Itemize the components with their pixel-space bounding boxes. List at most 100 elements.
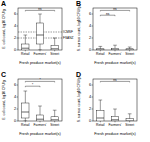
whisker-cap [38,50,42,51]
median [22,112,29,113]
box [36,23,43,44]
median [51,119,58,120]
box [22,103,29,118]
y-label: E. coli count, log10 CFU/g [2,80,6,120]
y-label: S. aureus count, log10 CFU/g [77,7,81,52]
x-tick-label: Retail [21,123,30,127]
panel-title: C [1,71,6,78]
x-tick-label: Farmers' [34,52,47,56]
y-tick-label: 0 [89,48,91,52]
median [36,119,43,120]
y-tick [92,26,94,27]
whisker-cap [38,106,42,107]
box [126,119,133,121]
y-tick-label: 2 [89,36,91,40]
y-tick [92,50,94,51]
median [97,118,104,119]
significance-label: ns [113,78,117,82]
significance-label: * [32,83,34,87]
panel-title: B [76,0,81,7]
plot-frame [93,79,137,121]
x-tick-label: Farmers' [109,52,122,56]
y-tick-label: 0 [14,119,16,123]
box [51,117,58,121]
x-tick-label: Retail [21,52,30,56]
whisker-cap [24,121,28,122]
median [97,50,104,51]
box [36,115,43,121]
box [111,116,118,121]
whisker-cap [24,35,28,36]
reference-label: ICMSF [63,30,73,34]
whisker-cap [128,47,132,48]
significance-label: ns [106,12,110,16]
y-tick-label: 4 [14,24,16,28]
y-tick-label: 6 [89,83,91,87]
x-tick-label: Street [50,123,59,127]
median [36,35,43,36]
y-label: E. coli count, log10 CFU/g [2,9,6,49]
whisker-cap [113,45,117,46]
box [97,49,104,50]
plot-frame [18,79,62,121]
whisker-cap [53,38,57,39]
whisker-cap [38,14,42,15]
y-tick [92,97,94,98]
median [111,119,118,120]
x-label: Fresh produce market(s) [94,61,136,65]
y-tick-label: 6 [14,83,16,87]
y-tick [17,85,19,86]
x-tick-label: Street [50,52,59,56]
reference-label: FSANZ [63,36,74,40]
whisker-cap [24,91,28,92]
panel: DS. aureus count, log10 CFU/gFresh produ… [76,71,137,136]
y-tick-label: 4 [14,95,16,99]
panel: C E. coli count, log10 CFU/g Fresh produce… [1,71,62,136]
significance-label: ns [113,7,117,11]
y-tick-label: 4 [89,95,91,99]
whisker-cap [99,46,103,47]
marks [97,10,134,50]
whisker-cap [113,109,117,110]
y-tick-label: 2 [14,36,16,40]
y-tick [92,85,94,86]
x-tick-label: Farmers' [34,123,47,127]
y-tick [92,14,94,15]
y-tick [17,121,19,122]
box [126,49,133,50]
y-tick-label: 0 [89,119,91,123]
box [97,110,104,121]
box [51,45,58,50]
median [126,50,133,51]
y-tick [17,97,19,98]
significance-label: * [39,78,41,82]
y-tick-label: 2 [14,107,16,111]
whisker-cap [99,100,103,101]
y-tick [92,121,94,122]
y-tick [92,109,94,110]
y-tick [17,38,19,39]
y-tick-label: 2 [89,107,91,111]
x-label: Fresh produce market(s) [19,132,61,136]
plot-frame [18,8,62,50]
whisker-cap [53,110,57,111]
panel-title: A [1,0,6,7]
marks [22,81,59,121]
median [51,48,58,49]
panel-title: D [76,71,81,78]
box [111,48,118,50]
box [22,44,29,50]
y-tick [17,109,19,110]
x-tick-label: Street [125,123,134,127]
x-tick-label: Retail [96,52,105,56]
y-tick-label: 6 [14,12,16,16]
x-tick-label: Retail [96,123,105,127]
plot-frame [93,8,137,50]
marks [97,81,134,121]
panel: AE. coli count, log10 CFU/gFresh produce… [1,0,74,65]
y-tick [92,38,94,39]
x-tick-label: Farmers' [109,123,122,127]
y-tick-label: 0 [14,48,16,52]
x-tick-label: Street [125,52,134,56]
y-tick-label: 6 [89,12,91,16]
